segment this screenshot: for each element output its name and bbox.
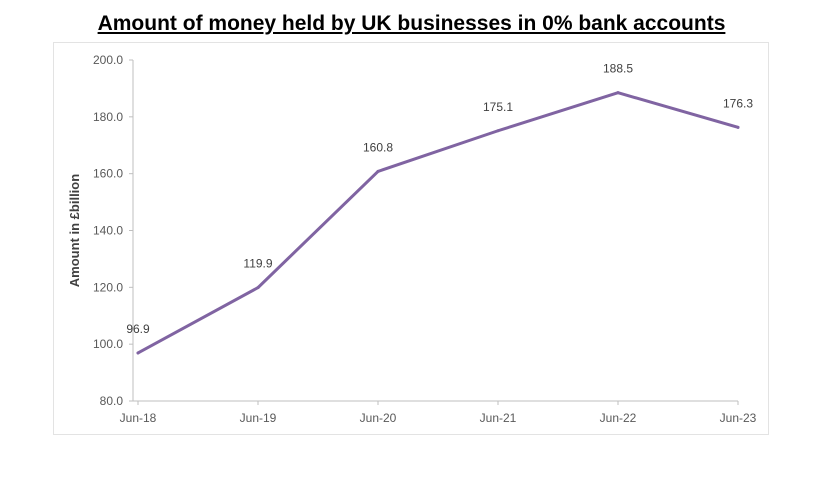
x-tick-label: Jun-21	[480, 411, 517, 425]
y-tick-label: 160.0	[93, 167, 123, 181]
data-point	[256, 286, 260, 290]
y-tick-label: 140.0	[93, 224, 123, 238]
data-label: 96.9	[126, 322, 150, 336]
y-tick-label: 180.0	[93, 110, 123, 124]
series-layer	[136, 91, 740, 355]
y-tick-label: 80.0	[100, 394, 124, 408]
y-tick-label: 200.0	[93, 53, 123, 67]
data-point	[376, 169, 380, 173]
axes: 80.0 100.0 120.0 140.0 160.0 180.0 200.0 Jun-18…	[93, 53, 757, 425]
data-label: 160.8	[363, 140, 393, 154]
data-point	[496, 129, 500, 133]
chart-title: Amount of money held by UK businesses in…	[97, 12, 726, 35]
x-tick-label: Jun-20	[360, 411, 397, 425]
data-label: 175.1	[483, 100, 513, 114]
y-tick-label: 100.0	[93, 337, 123, 351]
x-tick-label: Jun-23	[720, 411, 757, 425]
x-tick-label: Jun-18	[120, 411, 157, 425]
x-tick-label: Jun-19	[240, 411, 277, 425]
y-tick-label: 120.0	[93, 280, 123, 294]
x-tick-label: Jun-22	[600, 411, 637, 425]
data-labels: 96.9 119.9 160.8 175.1 188.5 176.3	[126, 62, 753, 336]
data-label: 176.3	[723, 96, 753, 110]
data-point	[136, 351, 140, 355]
series-line	[136, 91, 740, 355]
y-axis-title-group: Amount in £billion	[67, 174, 82, 287]
y-axis-title: Amount in £billion	[67, 174, 82, 287]
data-point	[736, 125, 740, 129]
data-point	[616, 91, 620, 95]
data-label: 188.5	[603, 62, 633, 76]
chart-area-border	[53, 42, 769, 435]
data-label: 119.9	[243, 257, 272, 271]
